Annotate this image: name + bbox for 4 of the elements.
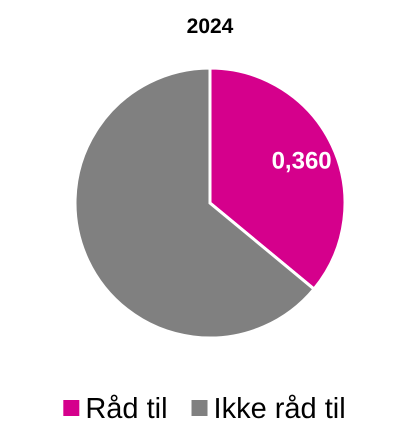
legend-label: Ikke råd til <box>214 393 346 426</box>
legend-label: Råd til <box>85 393 168 426</box>
chart-title: 2024 <box>186 15 234 38</box>
data-label: 0,360 <box>272 147 332 174</box>
